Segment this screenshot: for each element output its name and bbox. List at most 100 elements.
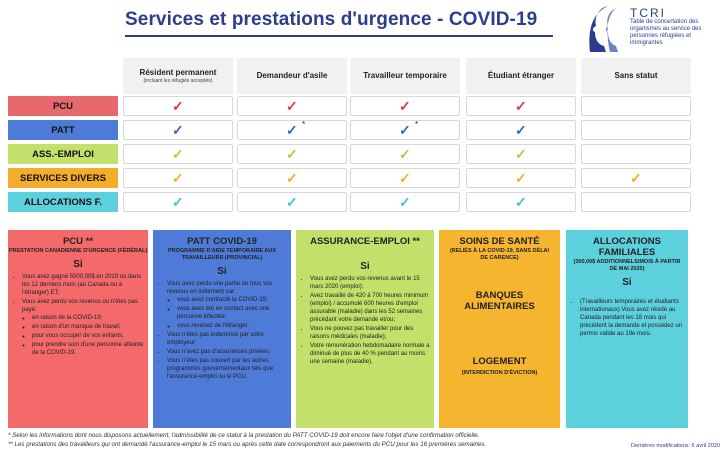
checkmark-icon: ✓ [286,122,298,138]
checkmark-icon: ✓ [286,170,298,186]
table-cell: ✓ [123,168,233,188]
table-cell: ✓ [123,192,233,212]
column-header: Sans statut [581,58,691,94]
checkmark-icon: ✓ [399,146,411,162]
column-header-label: Étudiant étranger [487,71,555,80]
checkmark-icon: ✓ [515,146,527,162]
checkmark-icon: ✓ [515,170,527,186]
assurance-emploi-box: ASSURANCE-EMPLOI ** Si Vous avez perdu v… [296,230,434,428]
table-cell: ✓ [466,120,576,140]
table-row: SERVICES DIVERS ✓ ✓ ✓ ✓ ✓ [8,168,691,188]
column-header-label: Résident permanent [139,67,217,77]
table-row: PCU ✓ ✓ ✓ ✓ [8,96,691,116]
table-cell: ✓ [123,144,233,164]
patt-box: PATT COVID-19 PROGRAMME D'AIDE TEMPORAIR… [153,230,291,428]
table-cell: ✓ [466,168,576,188]
table-cell: ✓ [466,192,576,212]
table-cell: ✓ [237,144,347,164]
list-item: Vous avez gagné 5000,00$ en 2019 ou dans… [22,273,144,297]
table-cell: ✓ [123,120,233,140]
table-cell: ✓ [350,96,460,116]
table-cell: ✓ [237,96,347,116]
patt-subtitle: PROGRAMME D'AIDE TEMPORAIRE AUX TRAVAILL… [167,248,277,261]
pcu-box: PCU ** PRESTATION CANADIENNE D'URGENCE (… [8,230,148,428]
row-label: ASS.-EMPLOI [8,144,118,164]
list-item-text: Vous avez perdu vos revenus ou n'êtes pa… [22,299,138,313]
table-cell: ✓ [237,168,347,188]
table-cell: ✓ [350,144,460,164]
checkmark-icon: ✓ [172,98,184,114]
profiles-logo-icon [589,6,618,52]
checkmark-icon: ✓ [172,122,184,138]
ae-conditions: Vous avez perdu vos revenus avant le 15 … [296,275,434,366]
pcu-conditions: Vous avez gagné 5000,00$ en 2019 ou dans… [8,273,148,357]
row-label: SERVICES DIVERS [8,168,118,188]
logo-subtitle: Table de concertation des organismes au … [630,19,702,46]
sub-list-item: en raison d'un manque de travail; [32,323,144,331]
pcu-subtitle: PRESTATION CANADIENNE D'URGENCE (FÉDÉRAL… [8,248,148,254]
logement-title: LOGEMENT [472,356,527,367]
checkmark-icon: ✓ [515,194,527,210]
logo-name: TCRI [630,6,666,20]
checkmark-icon: ✓ [399,170,411,186]
list-item: Vous avez perdu vos revenus ou n'êtes pa… [22,298,144,357]
checkmark-icon: ✓ [172,170,184,186]
column-header: Travailleur temporaire [350,58,460,94]
last-modified: Dernières modifications: 6 avril 2020 [631,443,720,449]
table-cell: ✓ [350,168,460,188]
table-cell: ✓ * [237,120,347,140]
pcu-si: Si [73,259,83,270]
ae-title: ASSURANCE-EMPLOI ** [310,236,420,247]
patt-title: PATT COVID-19 [187,236,257,247]
table-cell [581,144,691,164]
alloc-subtitle: (300,00$ ADDITIONNELS/MOIS À PARTIR DE M… [573,259,681,272]
asterisk-note-marker: * [415,120,419,129]
table-cell: ✓ [466,96,576,116]
checkmark-icon: ✓ [399,194,411,210]
tcri-logo: TCRI Table de concertation des organisme… [586,4,724,54]
sub-list-item: pour vous occuper de vos enfants; [32,332,144,340]
sub-list-item: en raison de la COVID-19; [32,314,144,322]
table-cell [581,192,691,212]
patt-si: Si [217,266,227,277]
table-cell [581,120,691,140]
alloc-conditions: (Travailleurs temporaires et étudiants i… [566,298,688,338]
patt-conditions: Vous avez perdu une partie ou tous vos r… [153,280,291,381]
checkmark-icon: ✓ [286,194,298,210]
services-divers-box: SOINS DE SANTÉ (RELIÉS À LA COVID-19, SA… [439,230,560,428]
checkmark-icon: ✓ [399,98,411,114]
list-item: Vous n'êtes pas indemnisé par votre empl… [167,331,287,347]
table-row: PATT ✓ ✓ * ✓ * ✓ [8,120,691,140]
table-cell: ✓ [466,144,576,164]
list-item: Vous n'êtes pas couvert par les autres p… [167,357,287,381]
sub-list-item: vous revenez de l'étranger. [177,322,287,330]
alloc-title: ALLOCATIONS FAMILIALES [593,236,661,258]
list-item: Vous ne pouvez pas travailler pour des r… [310,325,430,341]
table-row: ASS.-EMPLOI ✓ ✓ ✓ ✓ [8,144,691,164]
page-title: Services et prestations d'urgence - COVI… [125,9,538,30]
checkmark-icon: ✓ [399,122,411,138]
column-header: Résident permanent (incluant les réfugiés… [123,58,233,94]
table-cell: ✓ * [350,120,460,140]
column-header-label: Travailleur temporaire [363,71,447,80]
table-row: ALLOCATIONS F. ✓ ✓ ✓ ✓ [8,192,691,212]
checkmark-icon: ✓ [286,146,298,162]
sub-list-item: vous avez contracté la COVID-19; [177,296,287,304]
title-underline [125,35,553,37]
list-item: Vous n'avez pas d'assurances privées; [167,348,287,356]
soins-sante-title: SOINS DE SANTÉ [459,236,540,247]
soins-sante-note: (RELIÉS À LA COVID-19, SANS DÉLAI DE CAR… [449,248,550,261]
sub-list-item: vous avez été en contact avec une person… [177,305,287,321]
list-item: (Travailleurs temporaires et étudiants i… [580,298,684,338]
column-header-note: (incluant les réfugiés acceptés) [143,77,213,84]
pcu-title: PCU ** [62,236,94,247]
list-item: Avez travaillé de 420 à 700 heures minim… [310,292,430,324]
row-label: ALLOCATIONS F. [8,192,118,212]
column-header: Étudiant étranger [466,58,576,94]
checkmark-icon: ✓ [630,170,642,186]
banques-alimentaires-title: BANQUES ALIMENTAIRES [464,290,535,312]
row-label: PCU [8,96,118,116]
table-cell [581,96,691,116]
checkmark-icon: ✓ [515,98,527,114]
logement-note: (INTERDICTION D'ÉVICTION) [461,370,538,376]
